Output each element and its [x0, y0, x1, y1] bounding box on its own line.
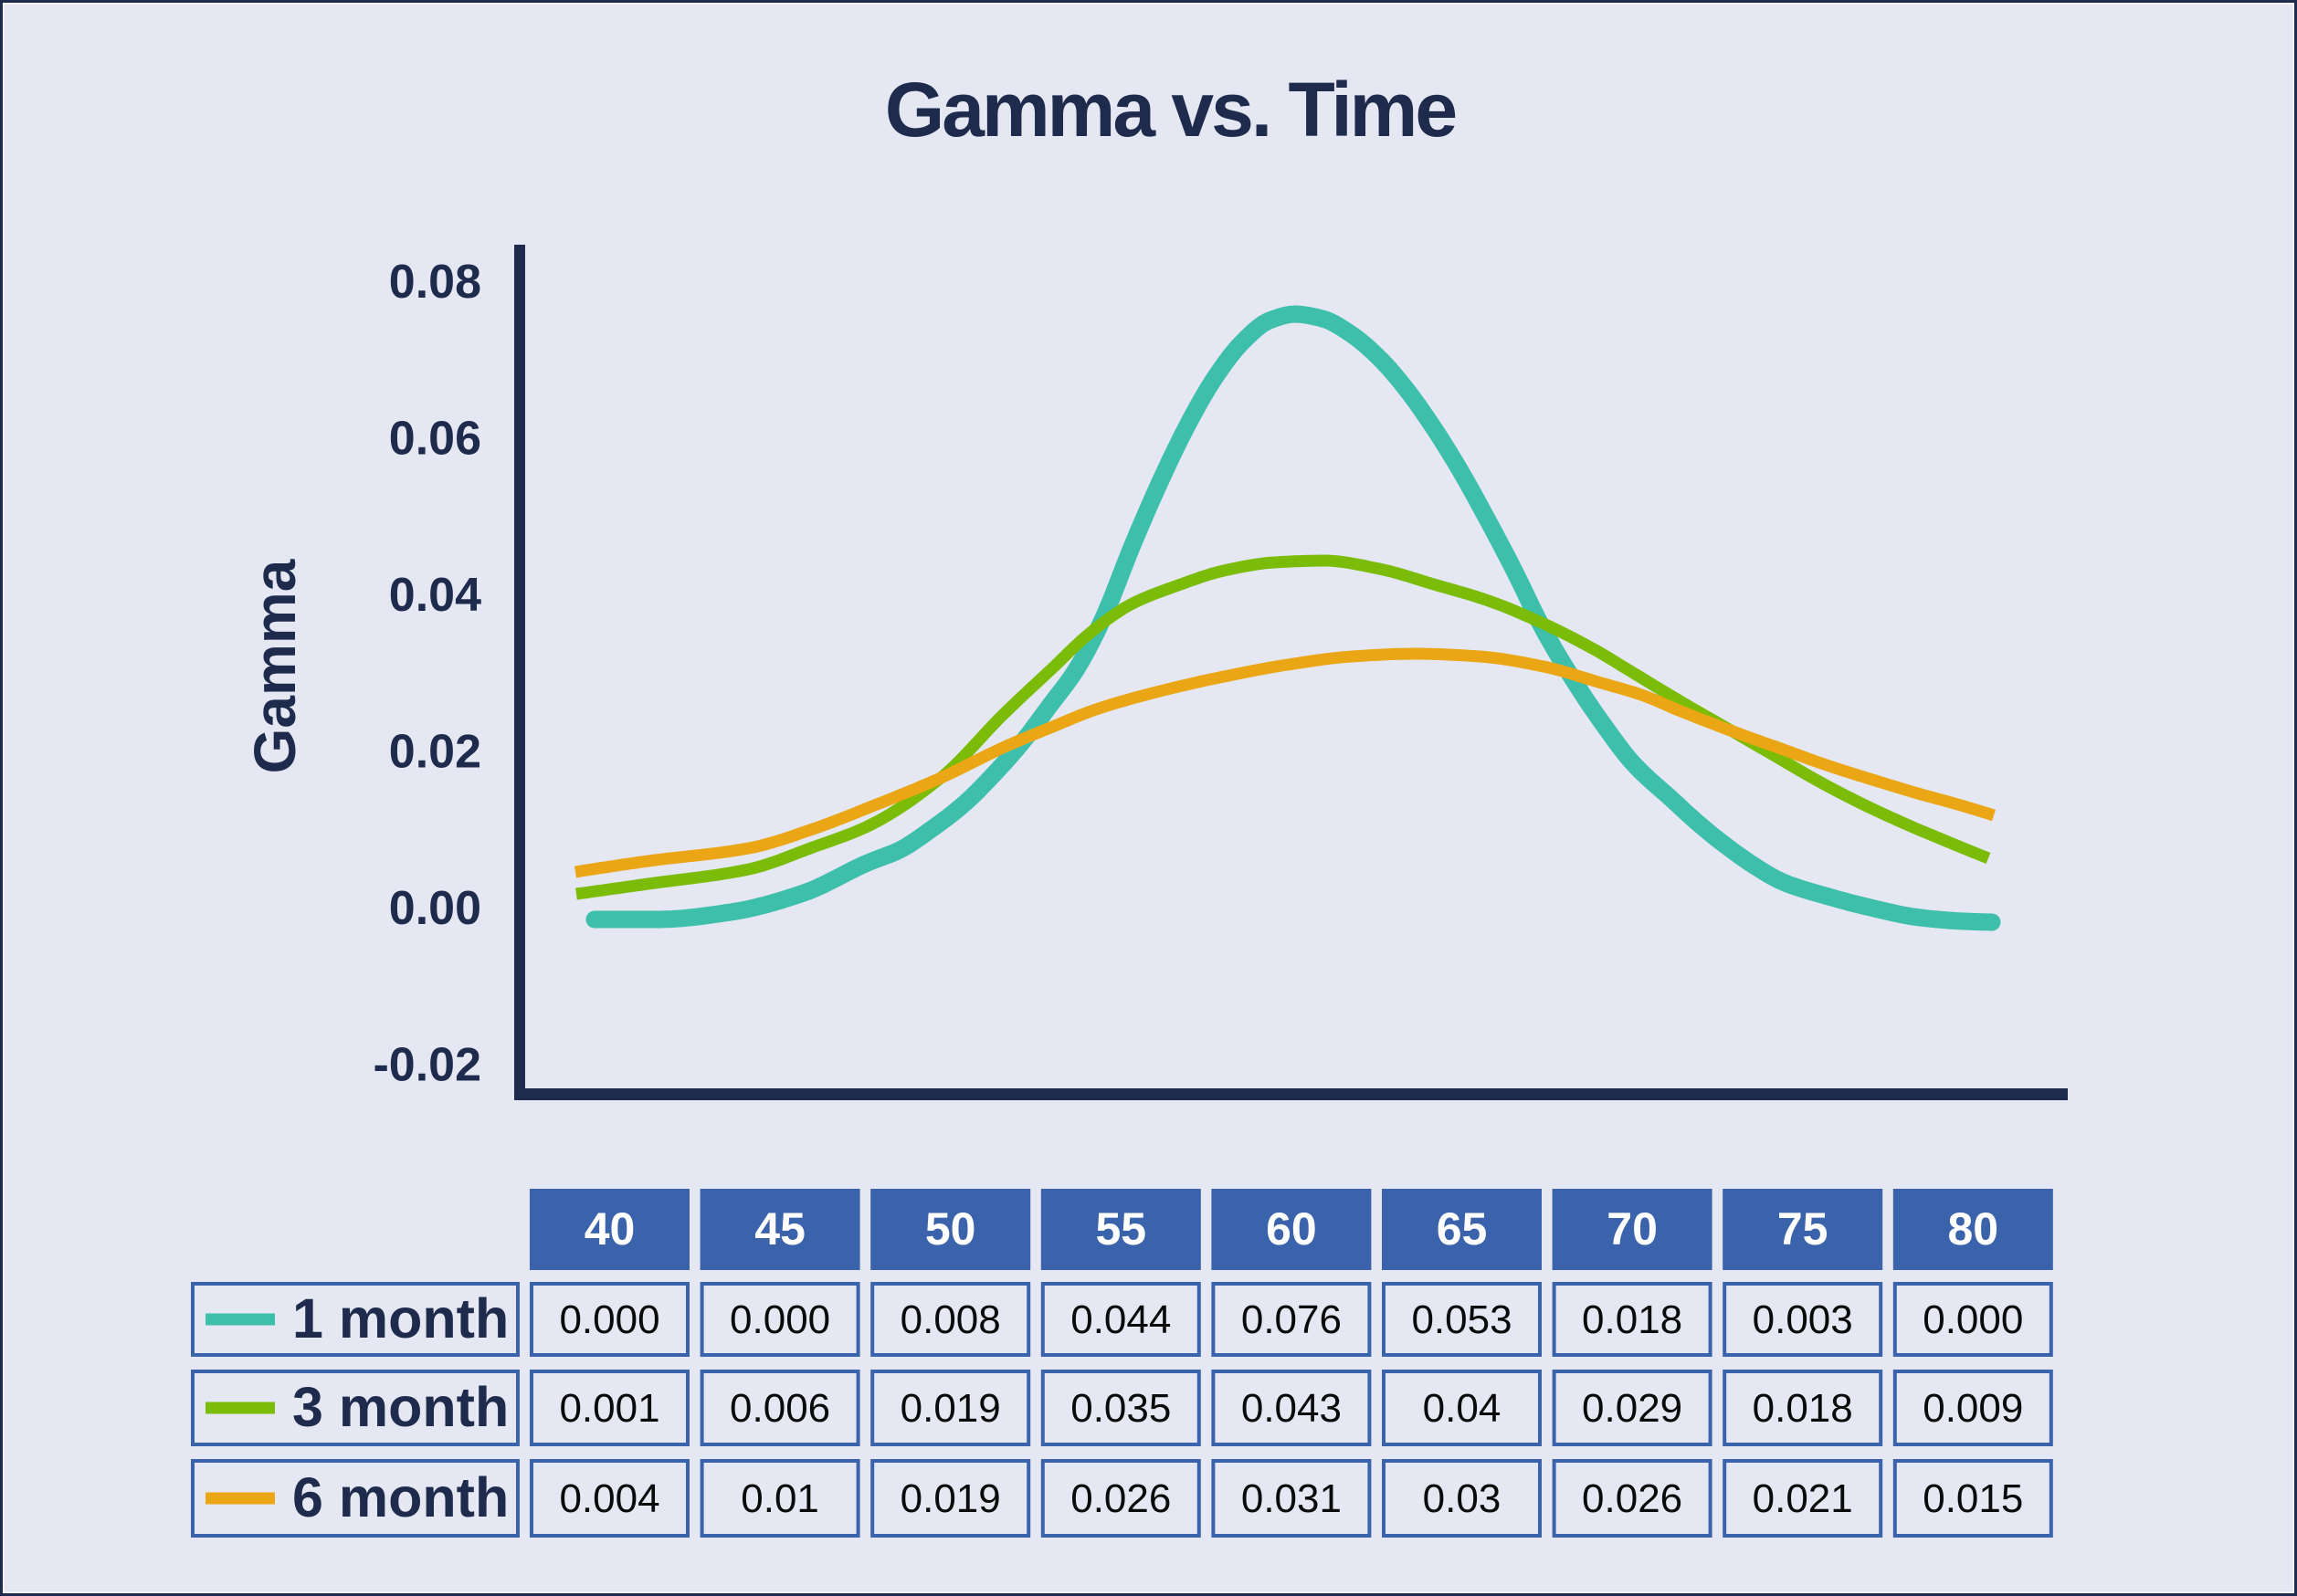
svg-text:0.04: 0.04 — [1423, 1386, 1501, 1431]
svg-text:50: 50 — [925, 1203, 976, 1255]
svg-text:75: 75 — [1777, 1203, 1828, 1255]
svg-text:40: 40 — [585, 1203, 636, 1255]
svg-text:0.006: 0.006 — [730, 1386, 830, 1431]
svg-text:60: 60 — [1266, 1203, 1317, 1255]
svg-text:0.08: 0.08 — [389, 256, 481, 309]
svg-text:0.004: 0.004 — [559, 1476, 659, 1521]
svg-text:0.04: 0.04 — [389, 569, 481, 622]
svg-text:0.000: 0.000 — [1923, 1297, 2023, 1342]
svg-text:0.076: 0.076 — [1241, 1297, 1342, 1342]
svg-text:0.019: 0.019 — [901, 1476, 1001, 1521]
svg-text:0.015: 0.015 — [1923, 1476, 2023, 1521]
svg-text:0.000: 0.000 — [730, 1297, 830, 1342]
svg-text:0.043: 0.043 — [1241, 1386, 1342, 1431]
svg-text:0.01: 0.01 — [741, 1476, 819, 1521]
svg-text:Gamma: Gamma — [242, 559, 308, 773]
svg-text:Gamma vs. Time: Gamma vs. Time — [885, 67, 1455, 152]
svg-text:0.008: 0.008 — [901, 1297, 1001, 1342]
svg-text:55: 55 — [1095, 1203, 1146, 1255]
svg-text:0.003: 0.003 — [1753, 1297, 1853, 1342]
svg-text:0.018: 0.018 — [1753, 1386, 1853, 1431]
svg-text:0.026: 0.026 — [1070, 1476, 1171, 1521]
svg-text:70: 70 — [1607, 1203, 1658, 1255]
svg-text:0.009: 0.009 — [1923, 1386, 2023, 1431]
svg-text:0.044: 0.044 — [1070, 1297, 1171, 1342]
svg-text:65: 65 — [1437, 1203, 1488, 1255]
svg-text:0.019: 0.019 — [901, 1386, 1001, 1431]
svg-text:-0.02: -0.02 — [373, 1039, 481, 1092]
svg-text:0.021: 0.021 — [1753, 1476, 1853, 1521]
svg-text:80: 80 — [1947, 1203, 1998, 1255]
svg-text:3 month: 3 month — [292, 1376, 509, 1438]
svg-text:0.02: 0.02 — [389, 726, 481, 779]
svg-text:0.00: 0.00 — [389, 882, 481, 935]
svg-text:0.06: 0.06 — [389, 413, 481, 466]
svg-text:1 month: 1 month — [292, 1287, 509, 1349]
svg-text:6 month: 6 month — [292, 1466, 509, 1528]
svg-text:0.03: 0.03 — [1423, 1476, 1501, 1521]
svg-text:0.026: 0.026 — [1582, 1476, 1682, 1521]
svg-text:0.031: 0.031 — [1241, 1476, 1342, 1521]
svg-text:0.000: 0.000 — [559, 1297, 659, 1342]
svg-text:0.053: 0.053 — [1411, 1297, 1512, 1342]
svg-text:0.018: 0.018 — [1582, 1297, 1682, 1342]
svg-text:45: 45 — [754, 1203, 806, 1255]
svg-text:0.001: 0.001 — [559, 1386, 659, 1431]
svg-text:0.029: 0.029 — [1582, 1386, 1682, 1431]
svg-text:0.035: 0.035 — [1070, 1386, 1171, 1431]
